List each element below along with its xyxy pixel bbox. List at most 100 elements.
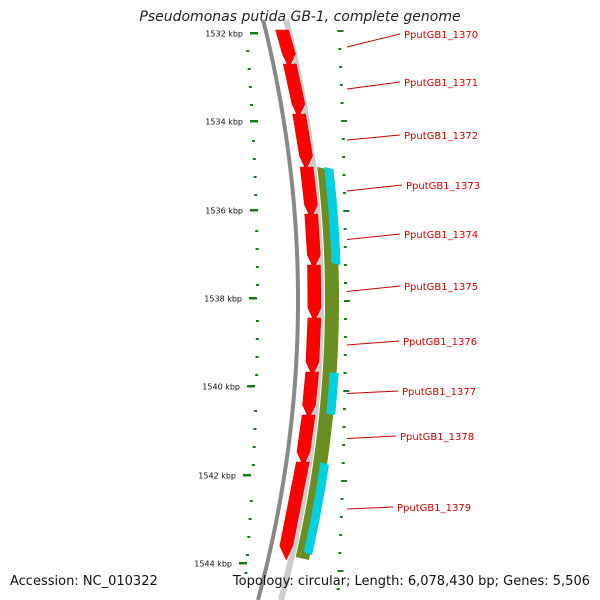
scale-major-tick [247, 385, 255, 388]
scale-minor-tick [342, 174, 346, 176]
scale-minor-tick [339, 66, 343, 68]
scale-minor-tick [249, 500, 253, 502]
scale-minor-tick [255, 320, 259, 322]
scale-minor-tick [339, 516, 343, 518]
scale-minor-tick [252, 158, 256, 160]
gene-leader-line [346, 33, 401, 48]
scale-minor-tick [254, 194, 258, 196]
scale-major-tick [243, 474, 251, 477]
scale-tick-label: 1538 kbp [204, 295, 242, 304]
scale-minor-tick [340, 498, 344, 500]
gene-leader-line [346, 340, 400, 346]
scale-minor-tick [343, 210, 350, 212]
scale-tick-label: 1532 kbp [205, 30, 243, 39]
scale-minor-tick [244, 572, 248, 574]
scale-tick-label: 1534 kbp [205, 118, 243, 127]
gene-leader-line [346, 134, 401, 141]
scale-minor-tick [255, 356, 259, 358]
scale-major-tick [249, 297, 257, 300]
scale-minor-tick [343, 336, 347, 338]
backbone-strand-outer [256, 19, 301, 600]
accession-label: Accession: NC_010322 [10, 574, 158, 589]
gene-arrow-PputGB1_1379[interactable] [279, 461, 310, 561]
scale-minor-tick [252, 140, 256, 142]
scale-minor-tick [253, 176, 257, 178]
gene-leader-line [346, 435, 397, 439]
scale-minor-tick [251, 464, 255, 466]
gene-arrow-PputGB1_1376[interactable] [305, 317, 322, 377]
scale-minor-tick [342, 444, 346, 446]
scale-minor-tick [343, 372, 347, 374]
analysis-track-segment [295, 167, 339, 560]
gene-arrow-PputGB1_1378[interactable] [296, 414, 316, 467]
gene-arrow-PputGB1_1370[interactable] [275, 29, 296, 69]
scale-minor-tick [341, 480, 348, 482]
gene-arrow-PputGB1_1371[interactable] [282, 63, 306, 119]
scale-minor-tick [255, 266, 259, 268]
scale-minor-tick [343, 246, 347, 248]
gene-arrow-PputGB1_1372[interactable] [292, 113, 313, 171]
scale-minor-tick [342, 192, 346, 194]
scale-minor-tick [343, 390, 350, 392]
scale-minor-tick [254, 410, 258, 412]
scale-minor-tick [342, 408, 346, 410]
gene-label[interactable]: PputGB1_1375 [404, 282, 478, 293]
scale-minor-tick [342, 156, 346, 158]
scale-minor-tick [343, 354, 347, 356]
gene-label[interactable]: PputGB1_1378 [400, 432, 474, 443]
gene-leader-line [346, 81, 401, 90]
genome-summary: Topology: circular; Length: 6,078,430 bp… [232, 574, 590, 589]
gene-arrow-PputGB1_1374[interactable] [304, 213, 321, 270]
scale-minor-tick [343, 318, 347, 320]
gene-leader-line [346, 390, 399, 394]
scale-tick-label: 1540 kbp [202, 383, 240, 392]
scale-minor-tick [255, 338, 259, 340]
scale-minor-tick [339, 84, 343, 86]
scale-minor-tick [247, 536, 251, 538]
scale-major-tick [250, 32, 258, 35]
analysis-track-highlight [326, 372, 339, 415]
gene-label[interactable]: PputGB1_1371 [404, 78, 478, 89]
scale-minor-tick [250, 104, 254, 106]
scale-minor-tick [341, 462, 345, 464]
analysis-track-highlight [303, 462, 329, 555]
gene-label[interactable]: PputGB1_1377 [402, 387, 476, 398]
gene-label[interactable]: PputGB1_1370 [404, 30, 478, 41]
scale-minor-tick [342, 426, 346, 428]
gene-leader-line [346, 184, 403, 192]
analysis-track-highlight [324, 167, 341, 265]
gene-label[interactable]: PputGB1_1376 [403, 337, 477, 348]
scale-minor-tick [337, 30, 344, 32]
scale-minor-tick [245, 554, 249, 556]
gene-label[interactable]: PputGB1_1372 [404, 131, 478, 142]
gene-leader-line [346, 233, 401, 240]
scale-tick-label: 1544 kbp [194, 560, 232, 569]
scale-minor-tick [339, 534, 343, 536]
scale-minor-tick [337, 570, 344, 572]
scale-minor-tick [341, 120, 348, 122]
gene-label[interactable]: PputGB1_1379 [397, 503, 471, 514]
gene-arrow-PputGB1_1375[interactable] [307, 264, 322, 323]
scale-minor-tick [344, 300, 350, 302]
scale-minor-tick [255, 230, 259, 232]
scale-minor-tick [343, 228, 347, 230]
scale-tick-label: 1536 kbp [205, 207, 243, 216]
scale-minor-tick [338, 48, 342, 50]
scale-minor-tick [248, 518, 252, 520]
scale-tick-label: 1542 kbp [198, 472, 236, 481]
scale-minor-tick [252, 446, 256, 448]
gene-arrow-PputGB1_1373[interactable] [299, 166, 318, 220]
scale-minor-tick [255, 284, 259, 286]
scale-minor-tick [255, 374, 259, 376]
scale-minor-tick [341, 138, 345, 140]
gene-label[interactable]: PputGB1_1373 [406, 181, 480, 192]
gene-label[interactable]: PputGB1_1374 [404, 230, 478, 241]
scale-minor-tick [248, 86, 252, 88]
scale-minor-tick [338, 552, 342, 554]
scale-minor-tick [247, 68, 251, 70]
gene-arrow-PputGB1_1377[interactable] [302, 371, 319, 420]
scale-minor-tick [340, 102, 344, 104]
gene-leader-line [346, 285, 401, 292]
scale-minor-tick [246, 50, 250, 52]
